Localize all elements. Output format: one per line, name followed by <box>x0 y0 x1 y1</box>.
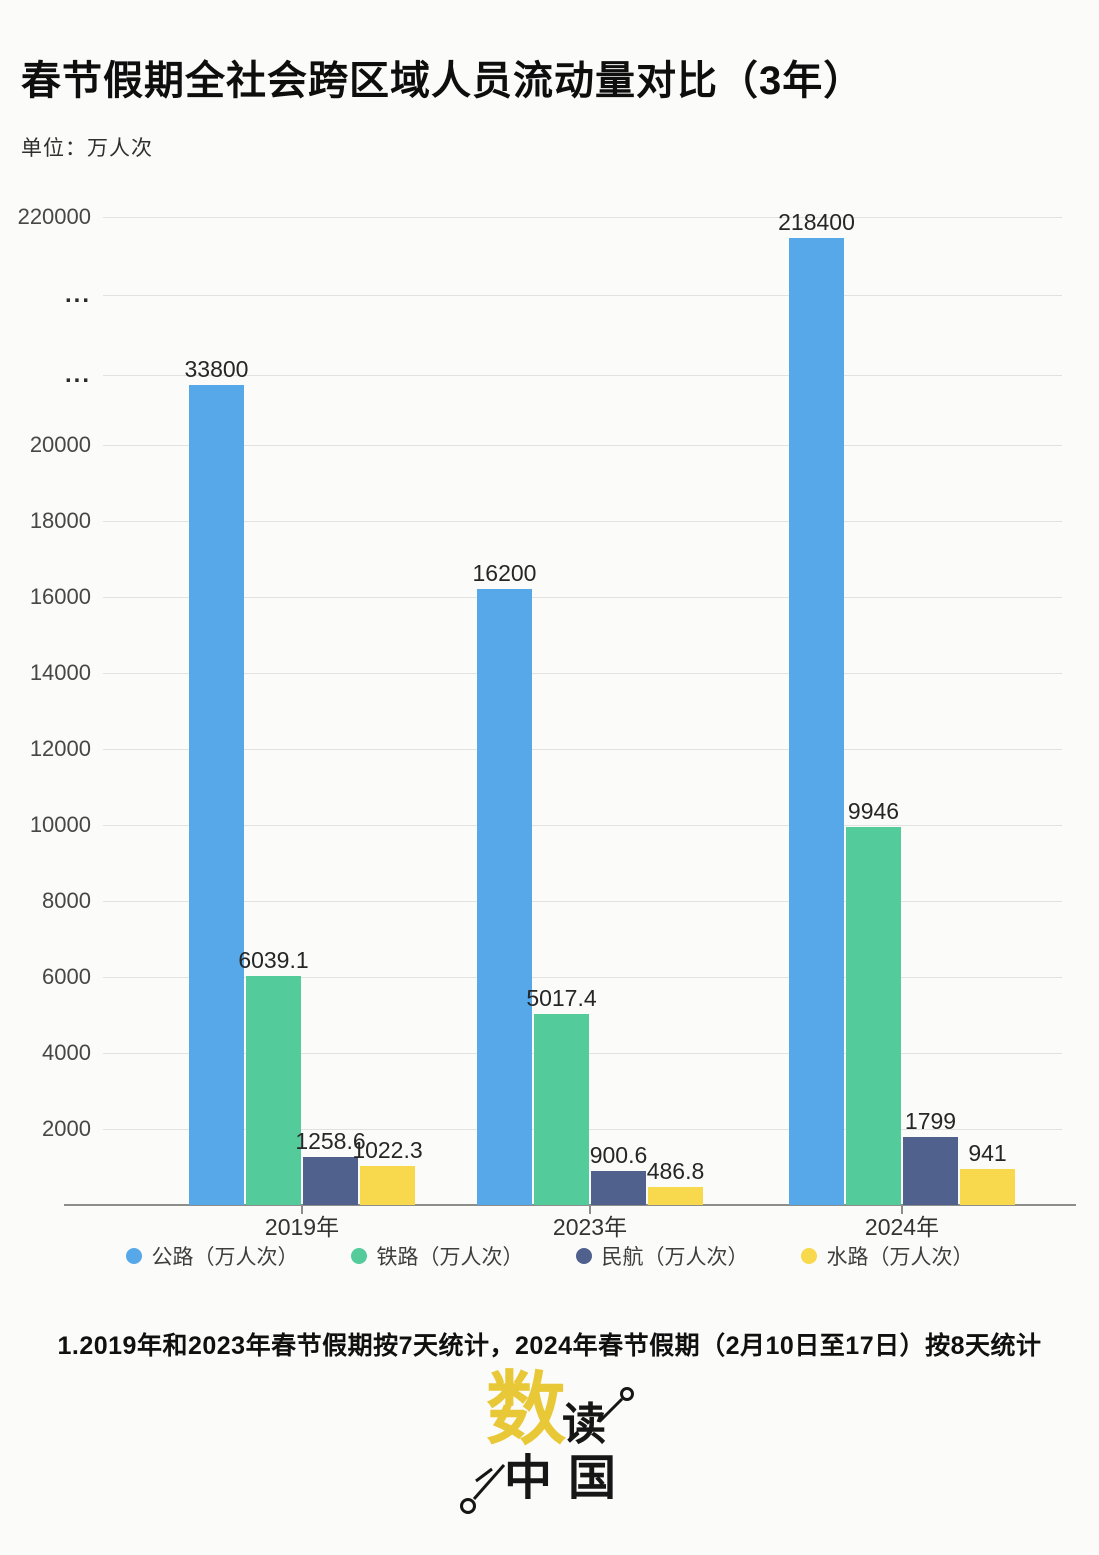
bar-highway-2019年 <box>189 385 244 1205</box>
bar-value-label: 5017.4 <box>526 985 597 1012</box>
bar-waterway-2024年 <box>960 1169 1015 1205</box>
bar-railway-2019年 <box>246 975 301 1205</box>
page-title: 春节假期全社会跨区域人员流动量对比（3年） <box>21 59 865 103</box>
y-axis-tick-label: 2000 <box>42 1116 91 1141</box>
logo-char-zhongguo: 中国 <box>504 1452 633 1505</box>
gridline <box>103 900 1062 902</box>
y-axis-tick-label: 8000 <box>42 888 91 913</box>
bar-waterway-2023年 <box>648 1186 703 1205</box>
logo-char-shu: 数 <box>486 1367 566 1455</box>
bar-value-label: 1258.6 <box>295 1128 366 1155</box>
logo-char-du: 读 <box>562 1400 606 1449</box>
y-axis-break-label: ... <box>64 281 91 308</box>
bar-value-label: 9946 <box>847 798 900 825</box>
y-axis-tick-label: 6000 <box>42 964 91 989</box>
legend-dot-icon <box>125 1248 142 1264</box>
bar-value-label: 941 <box>968 1140 1007 1167</box>
legend-item-highway: 公路（万人次） <box>125 1241 299 1271</box>
bar-value-label: 218400 <box>778 209 855 235</box>
bar-civil-aviation-2023年 <box>591 1170 646 1205</box>
pin-needle-icon <box>460 1387 634 1514</box>
y-axis-tick-label: 16000 <box>29 584 91 609</box>
gridline <box>103 976 1062 978</box>
bar-waterway-2019年 <box>360 1166 415 1205</box>
gridline <box>103 672 1062 674</box>
x-axis-category-label: 2019年 <box>264 1214 340 1240</box>
legend-item-waterway: 水路（万人次） <box>800 1241 974 1271</box>
legend-dot-icon <box>575 1248 592 1264</box>
unit-label: 单位：万人次 <box>21 137 153 160</box>
footnote: 1.2019年和2023年春节假期按7天统计，2024年春节假期（2月10日至1… <box>57 1332 1042 1360</box>
gridline <box>103 824 1062 826</box>
gridline <box>103 294 1062 296</box>
bar-civil-aviation-2024年 <box>903 1136 958 1205</box>
legend-label: 铁路（万人次） <box>376 1246 524 1269</box>
x-axis-line <box>64 1204 1076 1206</box>
legend-label: 民航（万人次） <box>601 1246 749 1269</box>
legend-dot-icon <box>800 1248 817 1264</box>
x-axis-tick <box>901 1205 903 1214</box>
bar-civil-aviation-2019年 <box>303 1157 358 1205</box>
gridline <box>103 374 1062 376</box>
y-axis-tick-label: 20000 <box>29 432 91 457</box>
bar-railway-2024年 <box>846 827 901 1205</box>
bar-value-label: 486.8 <box>646 1157 705 1184</box>
gridline <box>103 596 1062 598</box>
x-axis-tick <box>301 1205 303 1214</box>
legend-item-civil-aviation: 民航（万人次） <box>575 1241 749 1271</box>
bar-railway-2023年 <box>534 1014 589 1205</box>
gridline <box>103 520 1062 522</box>
legend-item-railway: 铁路（万人次） <box>350 1241 524 1271</box>
y-axis-tick-label: 10000 <box>29 812 91 837</box>
x-axis-category-label: 2024年 <box>864 1214 940 1240</box>
bar-highway-2023年 <box>477 589 532 1205</box>
bar-value-label: 16200 <box>472 560 537 587</box>
gridline <box>103 444 1062 446</box>
y-axis-tick-label: 14000 <box>29 660 91 685</box>
chart-legend: 公路（万人次） 铁路（万人次） 民航（万人次） 水路（万人次） <box>0 1241 1099 1271</box>
x-axis-category-label: 2023年 <box>552 1214 628 1240</box>
bar-value-label: 1022.3 <box>352 1137 423 1164</box>
y-axis-tick-label: 12000 <box>29 736 91 761</box>
legend-label: 公路（万人次） <box>151 1246 299 1269</box>
bar-value-label: 1799 <box>904 1107 957 1134</box>
bar-value-label: 33800 <box>184 356 249 382</box>
bar-value-label: 900.6 <box>589 1141 648 1168</box>
shudu-zhongguo-logo: 数 读 中国 <box>430 1371 670 1548</box>
bar-highway-2024年 <box>789 238 844 1205</box>
y-axis-tick-label: 220000 <box>17 204 91 229</box>
bar-value-label: 6039.1 <box>238 946 309 973</box>
legend-label: 水路（万人次） <box>826 1246 974 1269</box>
gridline <box>103 748 1062 750</box>
y-axis-break-label: ... <box>64 361 91 388</box>
y-axis-tick-label: 4000 <box>42 1040 91 1065</box>
y-axis-tick-label: 18000 <box>29 508 91 533</box>
gridline <box>103 216 1062 218</box>
legend-dot-icon <box>350 1248 367 1264</box>
x-axis-tick <box>589 1205 591 1214</box>
